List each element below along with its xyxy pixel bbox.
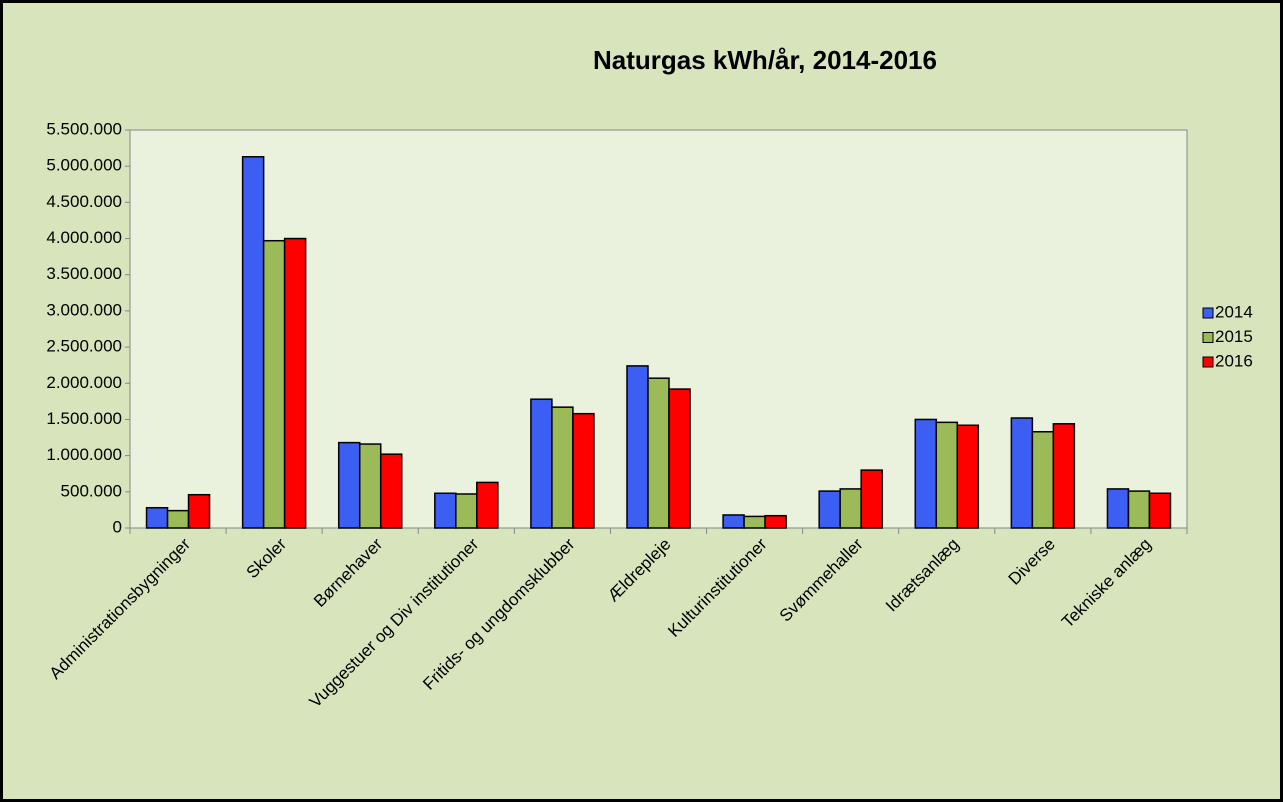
bar <box>1010 417 1034 529</box>
y-tick-label: 5.000.000 <box>46 156 122 175</box>
bar <box>455 493 478 529</box>
y-tick-label: 5.500.000 <box>46 119 122 138</box>
y-tick-label: 3.000.000 <box>46 300 122 319</box>
bar <box>358 443 382 529</box>
bar <box>1052 423 1076 529</box>
legend-label: 2016 <box>1215 351 1253 370</box>
bar <box>262 239 286 529</box>
chart-title: Naturgas kWh/år, 2014-2016 <box>593 45 937 75</box>
bar <box>914 418 938 529</box>
bar <box>187 493 211 529</box>
bar <box>1031 431 1055 529</box>
bar <box>860 469 883 529</box>
bar <box>956 424 980 529</box>
bar <box>241 156 265 529</box>
bar <box>1106 488 1130 529</box>
bar <box>647 377 670 529</box>
bar <box>379 453 403 529</box>
bar <box>935 421 959 529</box>
bar <box>668 388 691 529</box>
bar <box>145 506 169 529</box>
bar <box>1127 490 1151 529</box>
legend-label: 2015 <box>1215 327 1253 346</box>
y-tick-label: 4.000.000 <box>46 228 122 247</box>
y-tick-label: 1.000.000 <box>46 445 122 464</box>
bar <box>166 509 190 529</box>
legend-label: 2014 <box>1215 302 1253 321</box>
bar <box>1148 492 1172 529</box>
bar <box>551 406 574 529</box>
bar <box>839 488 862 529</box>
y-tick-label: 2.000.000 <box>46 373 122 392</box>
bar <box>626 365 649 529</box>
y-tick-label: 4.500.000 <box>46 192 122 211</box>
bar <box>337 441 361 529</box>
bar <box>743 515 766 529</box>
y-tick-label: 3.500.000 <box>46 264 122 283</box>
bar <box>764 514 787 529</box>
bar <box>283 237 307 529</box>
bar <box>722 514 745 529</box>
bar <box>434 492 457 529</box>
bar <box>476 481 499 529</box>
legend-swatch <box>1202 307 1214 319</box>
legend-swatch <box>1202 332 1214 343</box>
y-tick-label: 1.500.000 <box>46 409 122 428</box>
y-tick-label: 2.500.000 <box>46 337 122 356</box>
y-tick-label: 500.000 <box>61 481 122 500</box>
bar <box>572 412 595 529</box>
y-tick-label: 0 <box>113 517 122 536</box>
legend-swatch <box>1202 356 1214 368</box>
bar <box>530 398 553 529</box>
bar <box>818 490 841 529</box>
